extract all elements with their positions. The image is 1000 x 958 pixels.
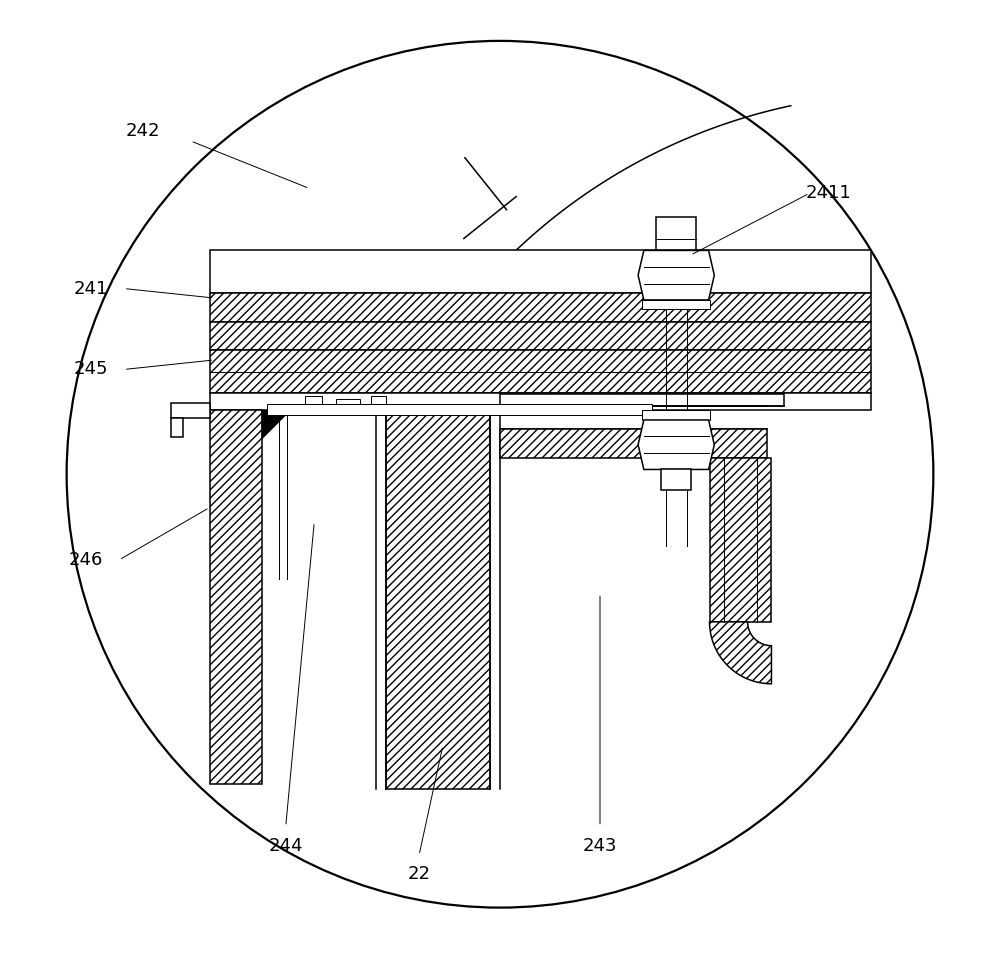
Text: 242: 242 (126, 123, 160, 141)
Circle shape (67, 41, 933, 907)
Polygon shape (210, 351, 871, 394)
Polygon shape (171, 418, 183, 437)
Polygon shape (642, 410, 710, 420)
Polygon shape (500, 395, 784, 405)
Polygon shape (210, 250, 871, 293)
Polygon shape (371, 397, 386, 403)
Polygon shape (210, 293, 871, 322)
Polygon shape (638, 420, 714, 469)
Text: 243: 243 (583, 836, 617, 855)
Polygon shape (656, 217, 696, 250)
Text: 245: 245 (73, 360, 108, 378)
Polygon shape (210, 322, 871, 351)
Polygon shape (210, 394, 871, 410)
Polygon shape (305, 397, 322, 403)
Polygon shape (210, 410, 262, 784)
Text: 241: 241 (73, 280, 108, 298)
Polygon shape (336, 399, 360, 403)
Polygon shape (500, 429, 767, 458)
Text: 246: 246 (68, 551, 103, 569)
Text: 2411: 2411 (806, 184, 851, 202)
Text: 244: 244 (268, 836, 303, 855)
Text: 22: 22 (408, 865, 431, 883)
Polygon shape (386, 415, 490, 788)
Polygon shape (710, 458, 771, 622)
Polygon shape (262, 410, 290, 439)
Polygon shape (171, 402, 210, 418)
Polygon shape (661, 469, 691, 490)
Polygon shape (710, 622, 771, 684)
Polygon shape (638, 250, 714, 300)
Polygon shape (267, 403, 652, 415)
Polygon shape (642, 300, 710, 309)
